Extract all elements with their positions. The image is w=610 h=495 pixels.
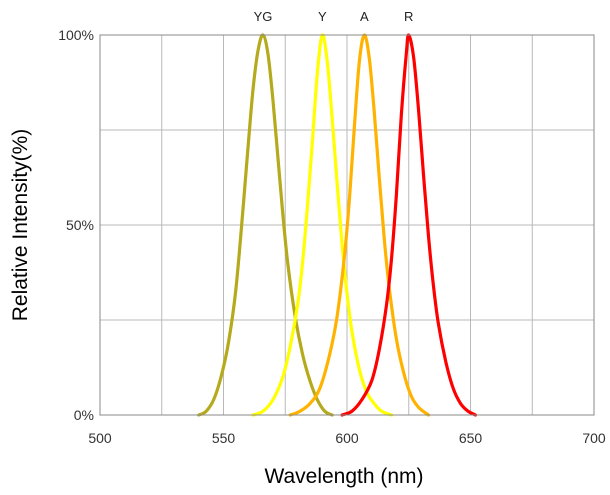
y-tick-label: 50%	[66, 217, 94, 233]
series-label-yg: YG	[254, 9, 273, 24]
series-line-yg	[197, 33, 334, 417]
x-tick-label: 650	[459, 430, 483, 446]
series-line-r	[340, 33, 478, 417]
series-label-a: A	[360, 9, 369, 24]
x-tick-label: 550	[212, 430, 236, 446]
series-label-r: R	[404, 9, 413, 24]
x-tick-label: 500	[88, 430, 112, 446]
y-axis-title: Relative Intensity(%)	[9, 129, 32, 322]
x-tick-label: 600	[335, 430, 359, 446]
x-tick-label: 700	[582, 430, 606, 446]
series-labels: YG Y A R	[254, 9, 414, 24]
y-axis-tick-labels: 0% 50% 100%	[58, 27, 94, 423]
x-axis-title: Wavelength (nm)	[264, 465, 423, 488]
series-label-y: Y	[318, 9, 327, 24]
series-line-y	[251, 33, 394, 417]
y-tick-label: 0%	[74, 407, 94, 423]
x-axis-tick-labels: 500 550 600 650 700	[88, 430, 606, 446]
y-tick-label: 100%	[58, 27, 94, 43]
plot-area-border	[99, 34, 595, 416]
